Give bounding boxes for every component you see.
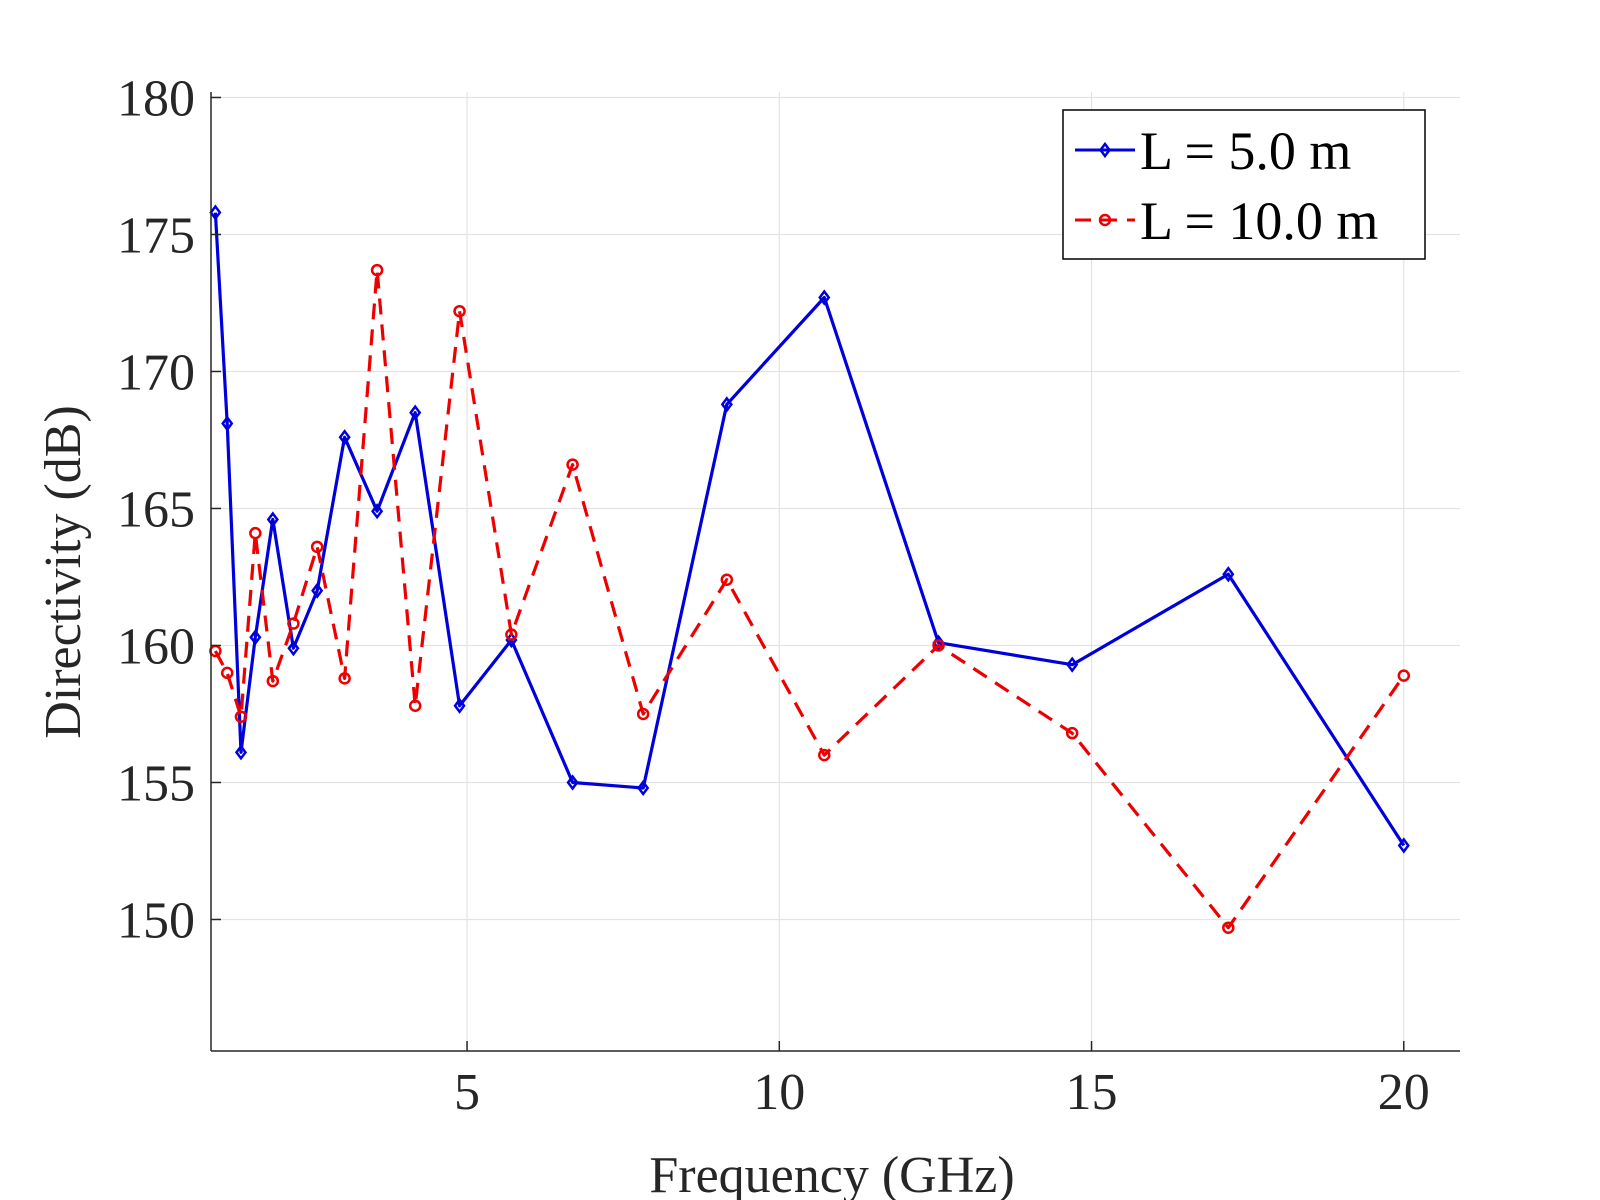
data-point-circle [220, 666, 234, 680]
data-point-circle [249, 526, 262, 540]
data-point-diamond [409, 404, 422, 421]
data-point-diamond [221, 415, 234, 432]
tick-labels: 5 10 15 20 150 155 160 165 170 175 180 [117, 70, 1430, 1121]
data-point-circle [266, 674, 280, 688]
data-point-diamond [311, 582, 324, 599]
x-tick-label: 10 [753, 1064, 805, 1121]
data-point-diamond [453, 697, 466, 714]
data-point-diamond [371, 503, 384, 520]
data-point-diamond [287, 640, 300, 657]
series-l-10m-line [213, 268, 1406, 930]
data-point-circle [338, 672, 351, 685]
data-point-circle [1065, 726, 1079, 740]
data-point-circle [408, 699, 422, 713]
data-point-circle [566, 458, 579, 471]
data-point-circle [234, 710, 248, 723]
data-point-diamond [249, 629, 262, 646]
legend-label-l-10m: L = 10.0 m [1140, 191, 1378, 251]
legend: L = 5.0 m L = 10.0 m [1062, 109, 1426, 260]
data-point-circle [287, 617, 300, 630]
y-tick-label: 180 [117, 70, 195, 127]
data-point-diamond [338, 429, 351, 446]
series-l-5m-line [213, 212, 1406, 847]
data-point-circle [310, 540, 324, 554]
y-tick-label: 155 [117, 755, 195, 812]
x-tick-label: 15 [1066, 1064, 1118, 1121]
y-axis-label: Directivity (dB) [35, 405, 92, 739]
series-layer [209, 204, 1411, 934]
axes [210, 92, 1460, 1052]
legend-box [1062, 109, 1426, 260]
data-point-diamond [818, 289, 831, 306]
data-point-circle [453, 304, 466, 318]
data-point-circle [932, 639, 945, 652]
x-tick-label: 20 [1378, 1064, 1430, 1121]
y-tick-label: 160 [117, 618, 195, 675]
data-point-circle [818, 748, 831, 762]
data-point-diamond [1066, 656, 1079, 673]
series-l-10m [209, 263, 1411, 934]
data-point-diamond [720, 396, 733, 413]
data-point-diamond [566, 774, 579, 791]
data-point-diamond [234, 744, 248, 761]
y-tick-label: 175 [117, 207, 195, 264]
data-point-circle [720, 573, 734, 586]
legend-entry-l-5m: L = 5.0 m [1075, 121, 1351, 181]
data-point-circle [209, 644, 222, 658]
series-l-5m [209, 204, 1410, 854]
data-point-circle [370, 263, 384, 277]
legend-marker-diamond [1098, 141, 1112, 159]
y-tick-label: 170 [117, 344, 195, 401]
data-point-diamond [1397, 837, 1410, 854]
y-tick-label: 150 [117, 892, 195, 949]
data-point-diamond [266, 511, 279, 528]
y-tick-label: 165 [117, 481, 195, 538]
data-point-circle [636, 707, 650, 721]
legend-entry-l-10m: L = 10.0 m [1075, 191, 1378, 251]
data-point-diamond [209, 204, 222, 221]
data-point-circle [1397, 669, 1411, 682]
data-point-circle [1222, 921, 1235, 934]
x-axis-label: Frequency (GHz) [649, 1147, 1014, 1200]
legend-marker-circle [1098, 213, 1112, 227]
data-point-circle [505, 628, 518, 641]
data-point-diamond [1222, 566, 1235, 583]
x-tick-label: 5 [454, 1064, 480, 1121]
legend-label-l-5m: L = 5.0 m [1140, 121, 1351, 181]
data-point-diamond [637, 779, 650, 797]
